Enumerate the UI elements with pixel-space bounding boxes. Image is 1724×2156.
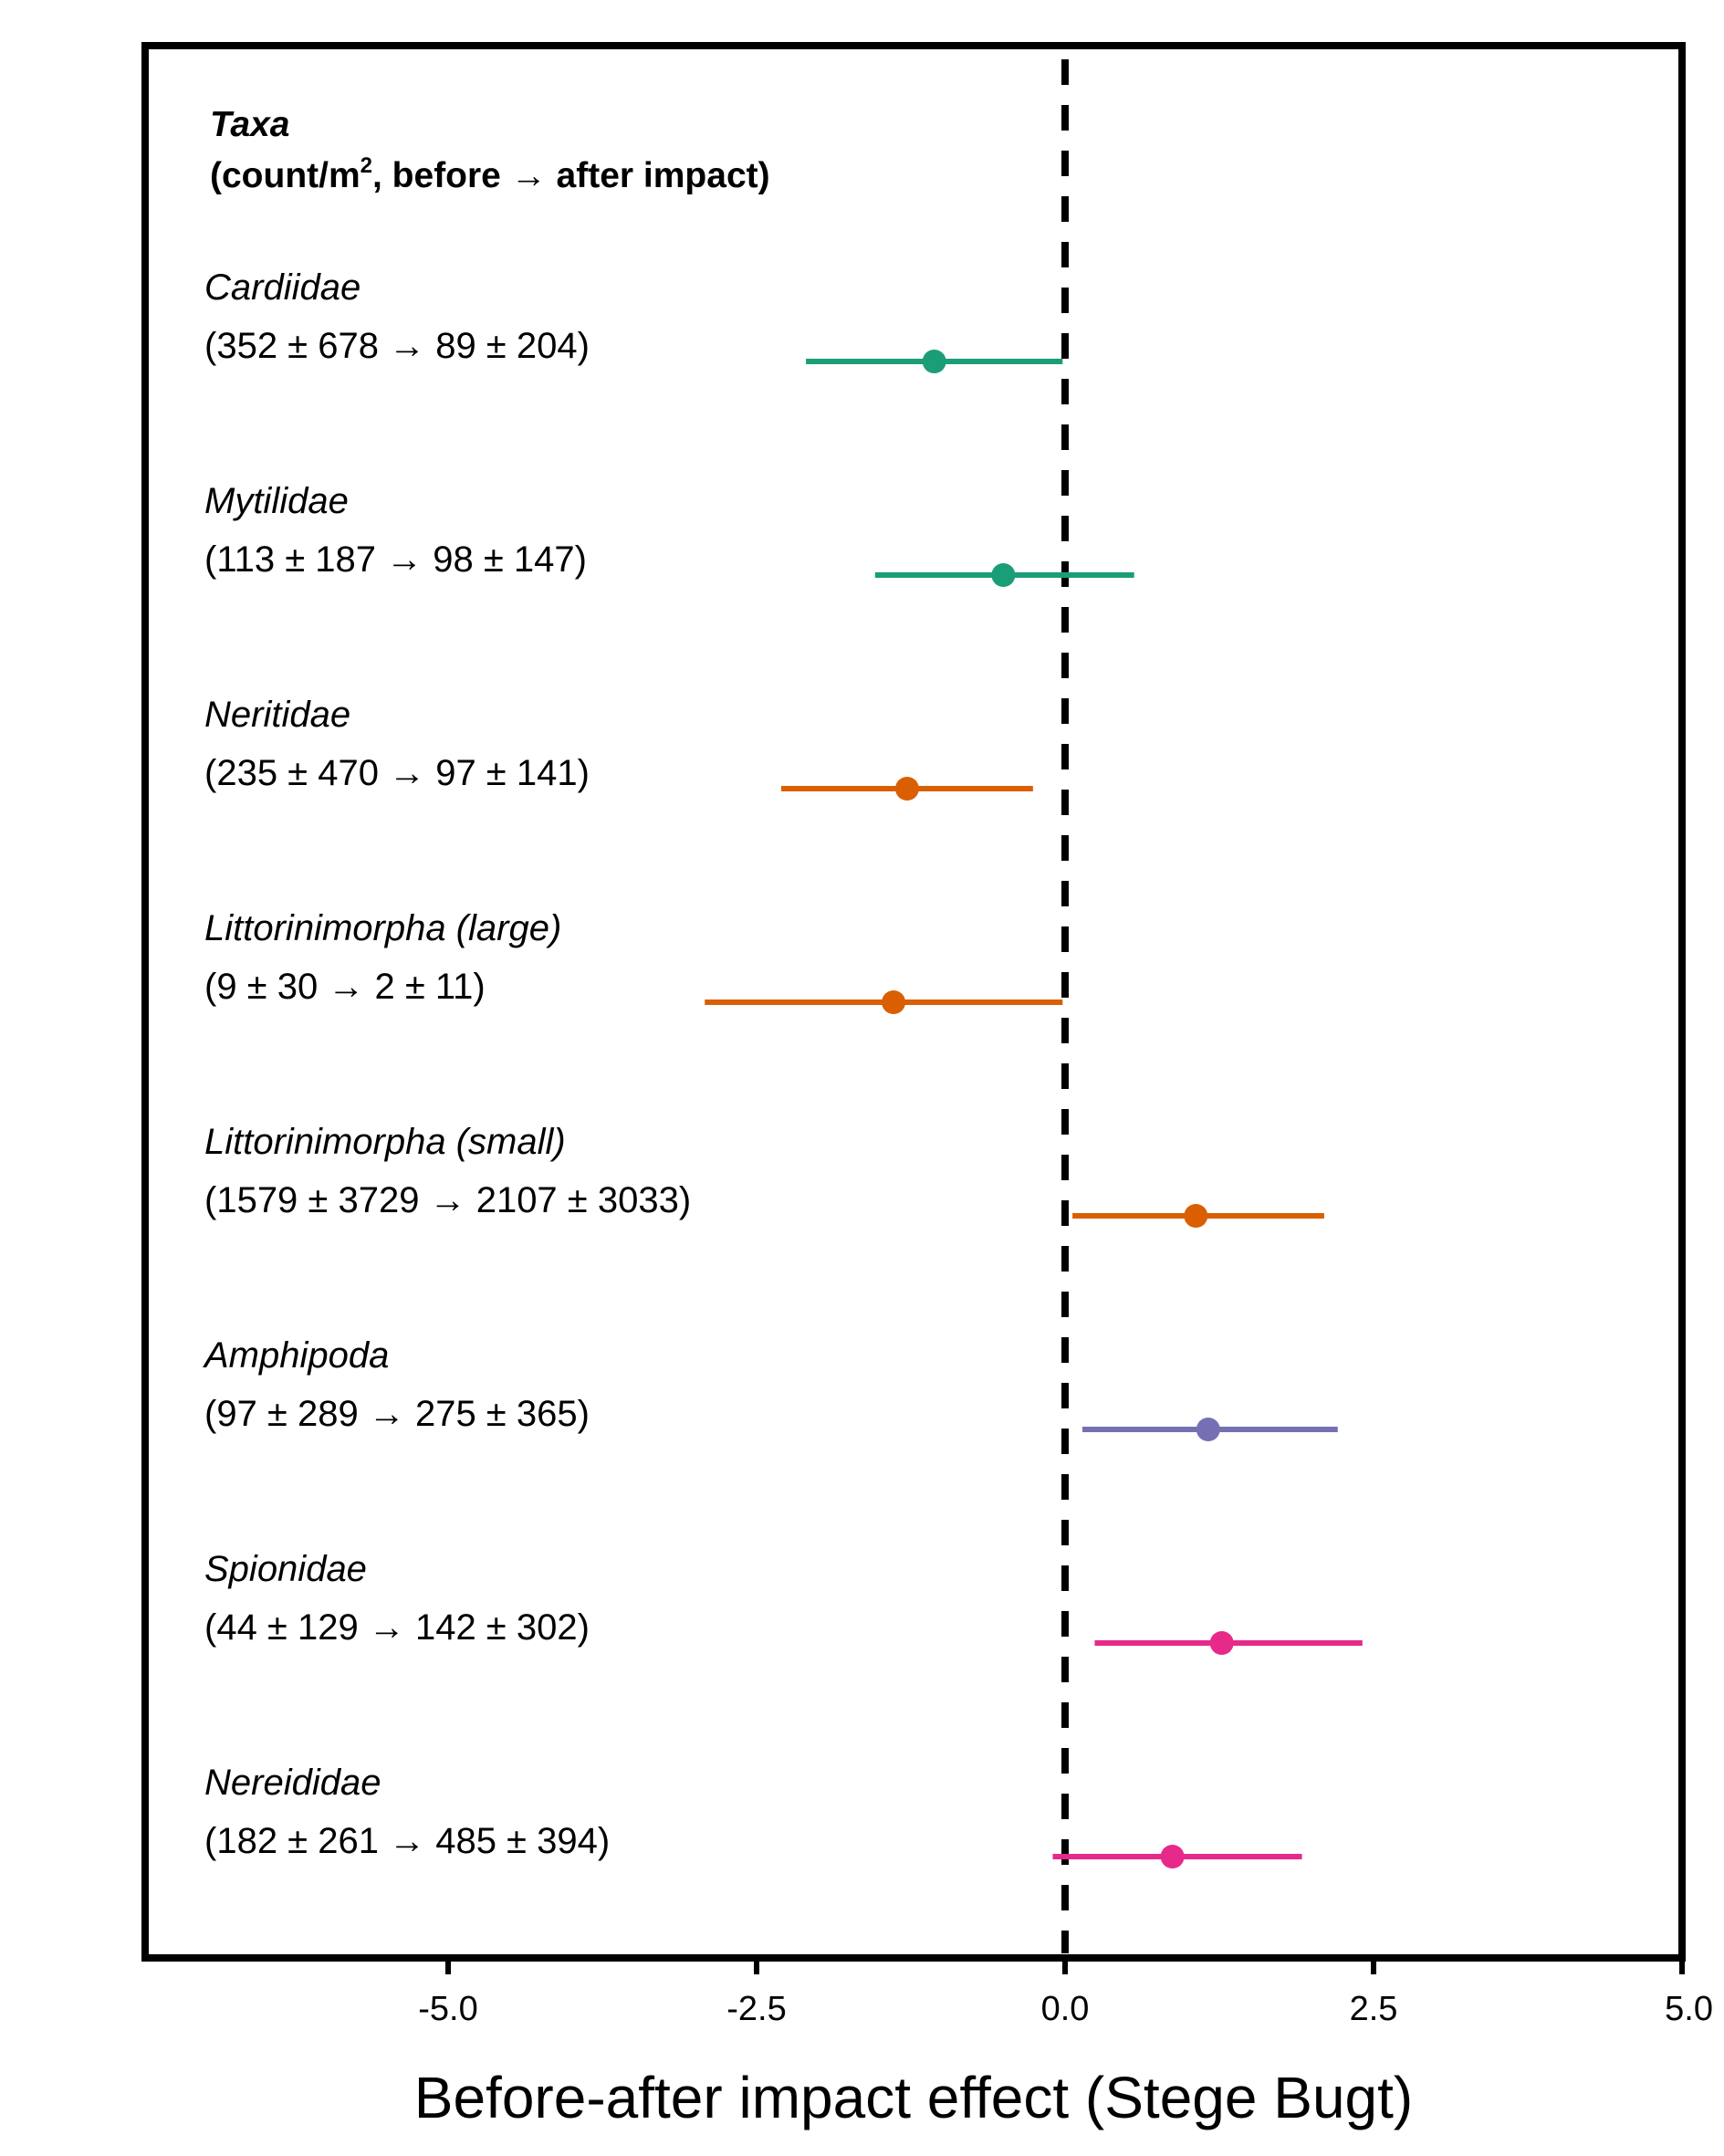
x-tick-label: 0.0	[1041, 1990, 1090, 2028]
taxon-stats: (182 ± 261 → 485 ± 394)	[204, 1821, 610, 1861]
x-axis-label: Before-after impact effect (Stege Bugt)	[414, 2065, 1413, 2130]
taxon-stats: (235 ± 470 → 97 ± 141)	[204, 753, 590, 793]
x-tick-label: -2.5	[726, 1990, 786, 2028]
effect-point	[1184, 1204, 1208, 1228]
taxon-row: Spionidae (44 ± 129 → 142 ± 302)	[204, 1549, 1363, 1655]
effect-point	[1196, 1418, 1220, 1441]
taxon-name: Littorinimorpha (large)	[204, 908, 561, 948]
effect-point	[922, 350, 946, 373]
taxon-stats: (352 ± 678 → 89 ± 204)	[204, 326, 590, 366]
taxon-stats: (1579 ± 3729 → 2107 ± 3033)	[204, 1180, 691, 1220]
taxon-name: Amphipoda	[203, 1335, 389, 1376]
x-tick-label: -5.0	[418, 1990, 477, 2028]
taxon-row: Nereididae (182 ± 261 → 485 ± 394)	[204, 1763, 1302, 1868]
taxon-row: Littorinimorpha (large) (9 ± 30 → 2 ± 11)	[204, 908, 1063, 1014]
taxon-stats: (44 ± 129 → 142 ± 302)	[204, 1607, 590, 1648]
effect-point	[894, 777, 919, 801]
taxon-stats: (97 ± 289 → 275 ± 365)	[204, 1394, 590, 1434]
taxon-row: Neritidae (235 ± 470 → 97 ± 141)	[204, 695, 1033, 801]
taxon-name: Nereididae	[204, 1763, 381, 1803]
taxon-row: Littorinimorpha (small) (1579 ± 3729 → 21…	[204, 1122, 1324, 1228]
taxon-name: Littorinimorpha (small)	[204, 1122, 566, 1162]
taxon-stats: (9 ± 30 → 2 ± 11)	[204, 967, 486, 1007]
x-tick-label: 2.5	[1350, 1990, 1398, 2028]
taxon-name: Mytilidae	[204, 481, 349, 521]
taxon-stats: (113 ± 187 → 98 ± 147)	[204, 539, 587, 580]
x-axis: -5.0 -2.5 0.0 2.5 5.0	[418, 1958, 1713, 2028]
effect-point	[882, 990, 906, 1014]
x-tick-label: 5.0	[1665, 1990, 1713, 2028]
effect-point	[1209, 1631, 1234, 1655]
header-subtitle: (count/m2, before → after impact)	[210, 153, 770, 195]
header-subtitle-prefix: (count/m	[210, 156, 360, 195]
taxon-row: Mytilidae (113 ± 187 → 98 ± 147)	[204, 481, 1134, 587]
plot-frame	[141, 42, 1686, 1962]
taxon-name: Cardiidae	[204, 267, 360, 308]
taxon-row: Cardiidae (352 ± 678 → 89 ± 204)	[204, 267, 1063, 373]
header-subtitle-suffix: , before → after impact)	[372, 156, 770, 195]
header-subtitle-superscript: 2	[360, 153, 372, 178]
taxon-row: Amphipoda (97 ± 289 → 275 ± 365)	[203, 1335, 1338, 1441]
effect-point	[991, 563, 1016, 587]
taxon-name: Spionidae	[204, 1549, 367, 1589]
taxa-rows: Cardiidae (352 ± 678 → 89 ± 204) Mytilidae…	[203, 267, 1363, 1868]
effect-point	[1160, 1845, 1185, 1868]
header-title: Taxa	[210, 105, 289, 144]
taxon-name: Neritidae	[204, 695, 350, 735]
